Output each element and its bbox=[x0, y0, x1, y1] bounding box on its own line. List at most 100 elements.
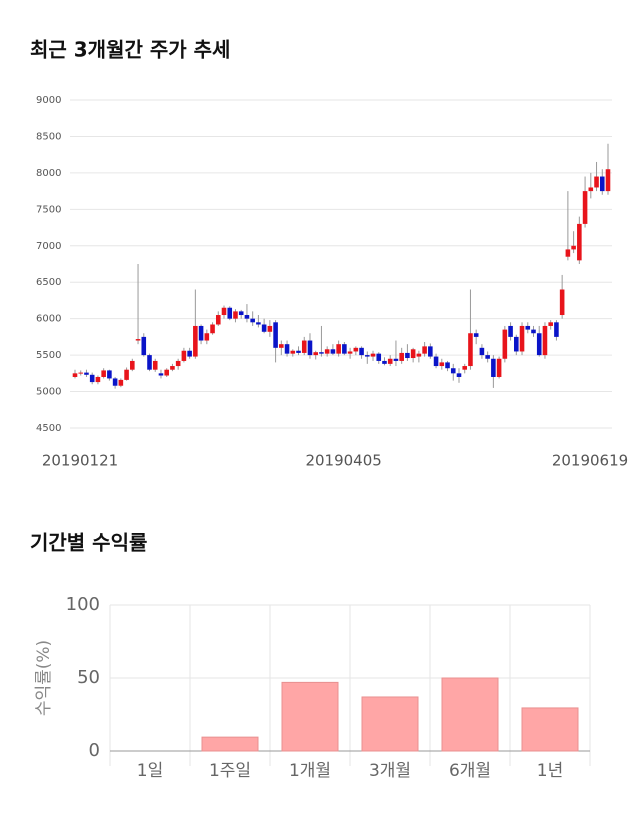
candle-body bbox=[152, 360, 158, 370]
candle-body bbox=[450, 368, 456, 374]
candle-body bbox=[571, 245, 576, 250]
chart-title: 최근 3개월간 주가 추세 bbox=[30, 38, 230, 62]
y-axis-label: 수익률(%) bbox=[34, 640, 54, 716]
candle-body bbox=[215, 315, 221, 325]
candle-body bbox=[410, 349, 416, 359]
candle-body bbox=[118, 379, 124, 386]
candle-body bbox=[582, 191, 588, 224]
bar bbox=[281, 681, 339, 752]
y-tick-label: 5000 bbox=[36, 387, 61, 398]
y-tick-label: 6000 bbox=[36, 314, 61, 325]
candle-body bbox=[135, 339, 141, 341]
y-tick-label: 5500 bbox=[36, 350, 61, 361]
candle-body bbox=[422, 346, 427, 354]
candle-body bbox=[141, 336, 147, 356]
candle-body bbox=[542, 325, 548, 356]
candle-body bbox=[72, 373, 78, 377]
candle-body bbox=[112, 378, 118, 386]
y-tick-label: 8000 bbox=[36, 168, 61, 179]
y-tick-label: 0 bbox=[89, 740, 100, 761]
candle-body bbox=[244, 315, 250, 319]
candle-body bbox=[101, 370, 106, 377]
chart-title: 기간별 수익률 bbox=[30, 531, 147, 555]
candle-body bbox=[89, 374, 95, 383]
candle-body bbox=[433, 356, 439, 367]
bar bbox=[441, 677, 499, 752]
candle-body bbox=[181, 350, 187, 361]
candle-body bbox=[307, 340, 313, 356]
candle-body bbox=[204, 333, 210, 341]
candle-body bbox=[439, 362, 445, 367]
candle-body bbox=[519, 325, 525, 352]
candle-body bbox=[387, 358, 393, 364]
candle-body bbox=[473, 333, 479, 337]
y-tick-label: 8500 bbox=[36, 131, 61, 142]
y-tick-label: 50 bbox=[77, 667, 100, 688]
candle-body bbox=[548, 322, 553, 326]
candle-body bbox=[594, 176, 599, 188]
candle-body bbox=[565, 249, 571, 257]
candle-body bbox=[531, 329, 536, 334]
x-tick-label: 20190619 bbox=[552, 452, 628, 470]
candle-body bbox=[187, 350, 192, 357]
candle-body bbox=[342, 344, 347, 354]
x-tick-label: 1년 bbox=[537, 761, 563, 781]
candle-body bbox=[462, 366, 468, 370]
x-tick-label: 20190405 bbox=[305, 452, 381, 470]
y-tick-label: 6500 bbox=[36, 277, 61, 288]
candle-body bbox=[130, 360, 135, 370]
candle-body bbox=[124, 369, 129, 380]
bar bbox=[361, 696, 419, 752]
candle-body bbox=[514, 336, 519, 352]
candle-body bbox=[147, 355, 152, 370]
candle-body bbox=[290, 350, 296, 354]
candle-body bbox=[456, 373, 462, 377]
candle-body bbox=[376, 353, 382, 361]
candle-body bbox=[175, 360, 181, 367]
candle-body bbox=[605, 169, 611, 192]
candle-body bbox=[261, 324, 267, 332]
y-tick-label: 9000 bbox=[36, 95, 61, 106]
candle-body bbox=[158, 373, 164, 376]
candle-body bbox=[296, 350, 301, 353]
candle-body bbox=[279, 344, 284, 348]
candle-body bbox=[525, 325, 531, 330]
candle-body bbox=[164, 369, 169, 376]
x-tick-label: 3개월 bbox=[369, 761, 411, 781]
candle-body bbox=[468, 333, 473, 367]
candle-body bbox=[370, 353, 376, 357]
candle-body bbox=[588, 187, 594, 192]
y-tick-label: 7000 bbox=[36, 241, 61, 252]
candle-body bbox=[445, 362, 450, 369]
candle-body bbox=[536, 333, 542, 356]
y-tick-label: 7500 bbox=[36, 204, 61, 215]
candle-body bbox=[250, 318, 255, 323]
candle-body bbox=[301, 340, 307, 353]
candle-body bbox=[393, 358, 399, 361]
candle-body bbox=[319, 352, 324, 354]
candle-body bbox=[485, 355, 490, 359]
candle-body bbox=[210, 324, 215, 334]
candle-body bbox=[267, 325, 273, 332]
x-tick-label: 1개월 bbox=[289, 761, 331, 781]
candle-body bbox=[313, 352, 319, 356]
x-tick-label: 6개월 bbox=[449, 761, 491, 781]
candle-body bbox=[405, 352, 410, 359]
candle-body bbox=[496, 358, 502, 377]
candle-body bbox=[227, 307, 233, 319]
candle-body bbox=[416, 353, 422, 357]
candle-body bbox=[170, 366, 175, 370]
x-tick-label: 20190121 bbox=[42, 452, 118, 470]
candle-body bbox=[284, 344, 290, 354]
bar bbox=[201, 736, 259, 752]
candle-body bbox=[84, 372, 89, 375]
candle-body bbox=[256, 322, 261, 325]
x-tick-label: 1일 bbox=[137, 761, 163, 781]
candle-body bbox=[107, 370, 112, 379]
candle-body bbox=[238, 311, 244, 316]
candle-body bbox=[347, 351, 353, 354]
candle-body bbox=[336, 344, 341, 354]
candle-body bbox=[78, 372, 84, 374]
candle-body bbox=[599, 176, 605, 192]
